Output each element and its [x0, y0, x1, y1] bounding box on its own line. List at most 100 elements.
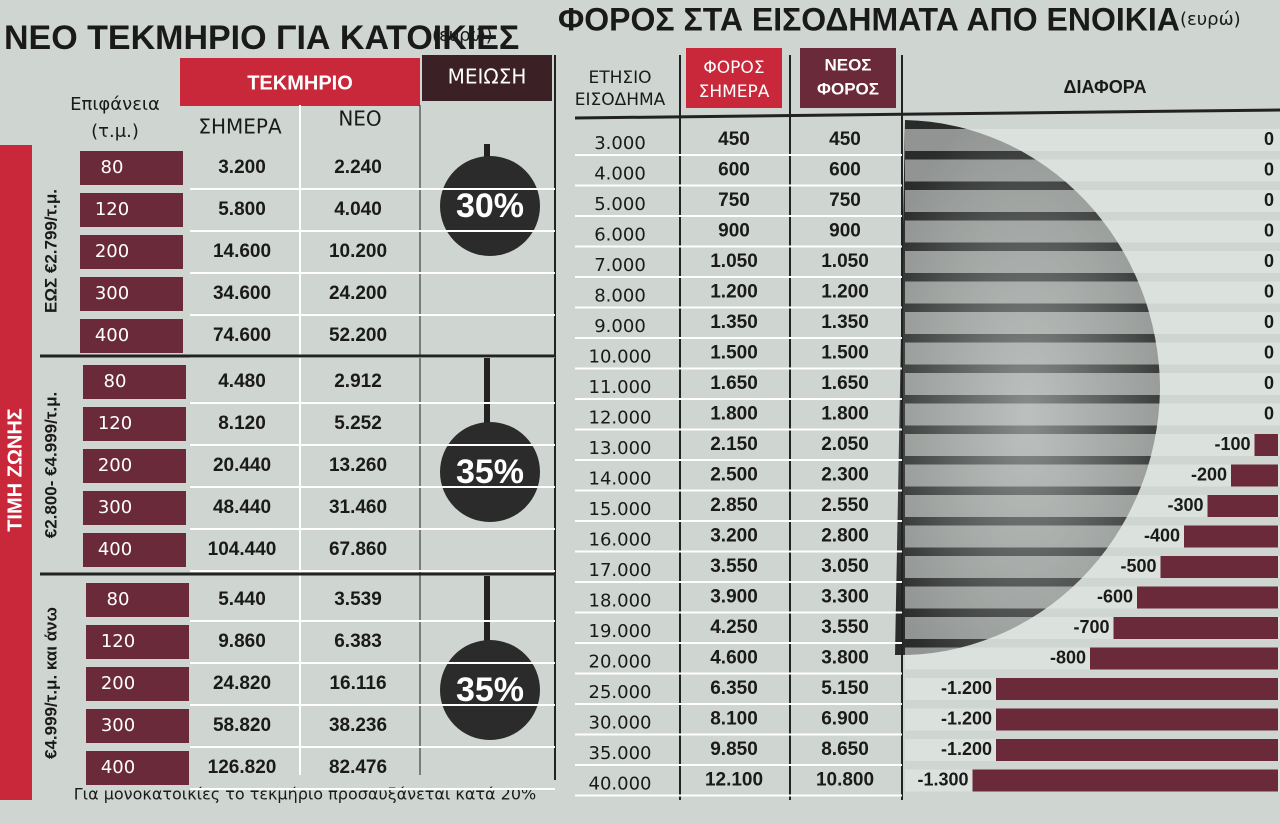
- today: 5.800: [218, 199, 266, 220]
- rule: [574, 108, 1280, 120]
- income: 35.000: [589, 743, 652, 764]
- today: 14.600: [213, 241, 271, 262]
- new: 38.236: [329, 715, 387, 736]
- area-cell: [86, 751, 189, 785]
- today: 34.600: [213, 283, 271, 304]
- area: 400: [98, 539, 132, 560]
- area: 400: [101, 757, 135, 778]
- area-cell: [83, 365, 186, 399]
- row-band: [905, 434, 1280, 456]
- tax-new: 1.200: [821, 282, 869, 303]
- area: 200: [101, 673, 135, 694]
- tax-today: 1.500: [710, 343, 758, 364]
- diff: -1.200: [941, 708, 992, 728]
- today: 48.440: [213, 497, 271, 518]
- today: 5.440: [218, 589, 266, 610]
- area: 120: [101, 631, 135, 652]
- tax-today: 2.500: [710, 465, 758, 486]
- tax-new: 900: [829, 221, 861, 242]
- header: ΕΙΣΟΔΗΜΑ: [575, 90, 666, 110]
- diff: 0: [1264, 159, 1274, 179]
- header: (τ.μ.): [91, 121, 139, 142]
- area-cell: [80, 235, 183, 269]
- tax-new: 3.550: [821, 617, 869, 638]
- diff-bar: [1184, 525, 1278, 548]
- tax-new: 1.650: [821, 373, 869, 394]
- income: 30.000: [589, 713, 652, 734]
- header-box: [800, 48, 896, 108]
- tax-today: 900: [718, 221, 750, 242]
- today: 126.820: [208, 757, 277, 778]
- new: 16.116: [329, 673, 386, 694]
- row-band: [905, 495, 1280, 517]
- tax-today: 1.200: [710, 282, 758, 303]
- header: ΣΗΜΕΡΑ: [198, 115, 282, 139]
- tax-today: 750: [718, 190, 750, 211]
- today: 58.820: [213, 715, 271, 736]
- income: 40.000: [589, 774, 652, 795]
- row-band: [905, 159, 1280, 182]
- tax-today: 3.550: [710, 556, 758, 577]
- row-band: [905, 403, 1280, 426]
- income: 20.000: [589, 652, 652, 673]
- area: 200: [95, 241, 129, 262]
- area: 300: [95, 283, 129, 304]
- footnote: Για μονοκατοικίες το τεκμήριο προσαυξάνε…: [74, 785, 536, 804]
- income: 19.000: [589, 621, 652, 642]
- diff-bar: [1160, 556, 1278, 578]
- diff-bar: [996, 678, 1278, 700]
- reduction: 35%: [456, 671, 524, 709]
- side-band: [0, 145, 32, 800]
- area-cell: [80, 319, 183, 353]
- income: 12.000: [589, 408, 652, 429]
- row-band: [905, 190, 1280, 212]
- diff: 0: [1264, 281, 1274, 301]
- income: 7.000: [594, 255, 646, 276]
- header: ΕΤΗΣΙΟ: [588, 68, 651, 88]
- new: 5.252: [334, 413, 382, 434]
- new: 13.260: [329, 455, 387, 476]
- tax-today: 600: [718, 160, 750, 181]
- area: 300: [101, 715, 135, 736]
- today: 20.440: [213, 455, 271, 476]
- income: 13.000: [589, 438, 652, 459]
- today: 24.820: [213, 673, 271, 694]
- tax-new: 1.800: [821, 404, 869, 425]
- diff-bar: [1231, 464, 1278, 487]
- row-band: [905, 312, 1280, 334]
- area: 80: [107, 589, 130, 610]
- area-cell: [83, 491, 186, 525]
- tax-today: 9.850: [710, 739, 758, 760]
- income: 18.000: [589, 591, 652, 612]
- tax-today: 1.800: [710, 404, 758, 425]
- diff: -400: [1144, 525, 1180, 545]
- area: 300: [98, 497, 132, 518]
- row-band: [905, 464, 1280, 487]
- zone-label: ΕΩΣ €2.799/τ.μ.: [41, 189, 60, 313]
- diff-bar: [1090, 647, 1278, 670]
- tax-new: 5.150: [821, 678, 869, 699]
- today: 4.480: [218, 371, 266, 392]
- tax-new: 3.300: [821, 587, 869, 608]
- new: 10.200: [329, 241, 387, 262]
- diff-bar: [1113, 617, 1278, 639]
- diff: -1.300: [917, 769, 968, 789]
- area-cell: [86, 709, 189, 743]
- tax-new: 10.800: [816, 770, 874, 791]
- diff-bar: [1207, 495, 1278, 517]
- tax-today: 2.850: [710, 495, 758, 516]
- tax-today: 4.250: [710, 617, 758, 638]
- area-cell: [86, 583, 189, 617]
- zone-label: €2.800- €4.999/τ.μ.: [41, 392, 60, 539]
- row-band: [905, 373, 1280, 395]
- header: ΔΙΑΦΟΡΑ: [1064, 77, 1147, 97]
- area: 80: [104, 371, 127, 392]
- income: 10.000: [589, 347, 652, 368]
- today: 3.200: [218, 157, 266, 178]
- tax-new: 1.050: [821, 251, 869, 272]
- diff: 0: [1264, 220, 1274, 240]
- new: 3.539: [334, 589, 382, 610]
- diff: -300: [1167, 495, 1203, 515]
- tax-new: 2.800: [821, 526, 869, 547]
- diff: -800: [1050, 647, 1086, 667]
